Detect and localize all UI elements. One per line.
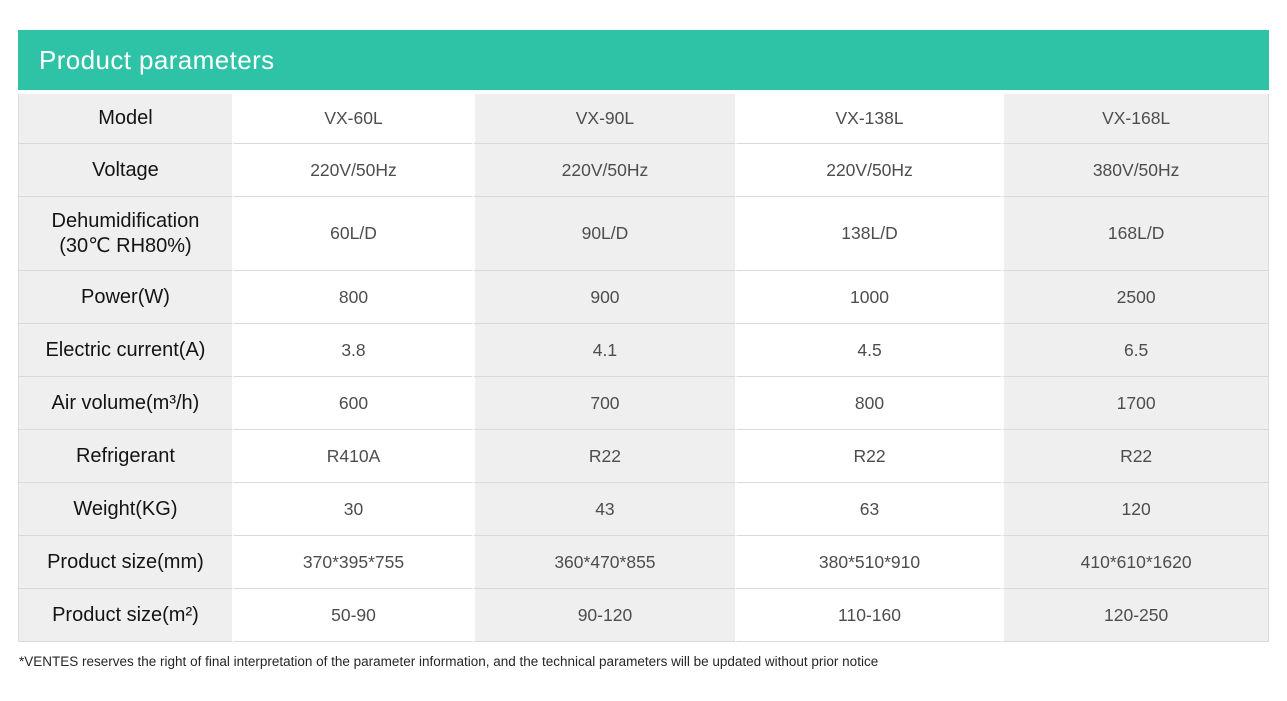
table-cell: 380*510*910 bbox=[734, 536, 1002, 589]
page-title: Product parameters bbox=[39, 44, 275, 75]
table-row-voltage: Voltage 220V/50Hz 220V/50Hz 220V/50Hz 38… bbox=[18, 144, 1269, 197]
table-row-power: Power(W) 800 900 1000 2500 bbox=[18, 271, 1269, 324]
table-cell: R22 bbox=[472, 430, 735, 483]
table-cell: 220V/50Hz bbox=[472, 144, 735, 197]
table-cell: 380V/50Hz bbox=[1001, 144, 1269, 197]
table-cell: 370*395*755 bbox=[231, 536, 473, 589]
table-row-air-volume: Air volume(m³/h) 600 700 800 1700 bbox=[18, 377, 1269, 430]
row-label-model: Model bbox=[18, 94, 232, 144]
table-cell: 900 bbox=[472, 271, 735, 324]
table-row-electric-current: Electric current(A) 3.8 4.1 4.5 6.5 bbox=[18, 324, 1269, 377]
row-label-air-volume: Air volume(m³/h) bbox=[18, 377, 232, 430]
table-cell: 2500 bbox=[1001, 271, 1269, 324]
model-name-vx90l: VX-90L bbox=[472, 94, 735, 144]
table-cell: 90-120 bbox=[472, 589, 735, 642]
table-row-refrigerant: Refrigerant R410A R22 R22 R22 bbox=[18, 430, 1269, 483]
table-cell: 220V/50Hz bbox=[231, 144, 473, 197]
table-row-weight: Weight(KG) 30 43 63 120 bbox=[18, 483, 1269, 536]
row-label-refrigerant: Refrigerant bbox=[18, 430, 232, 483]
row-label-weight: Weight(KG) bbox=[18, 483, 232, 536]
table-cell: 700 bbox=[472, 377, 735, 430]
table-cell: 800 bbox=[231, 271, 473, 324]
parameters-table: Model VX-60L VX-90L VX-138L VX-168L Volt… bbox=[18, 94, 1269, 642]
table-row-dehumidification: Dehumidification (30℃ RH80%) 60L/D 90L/D… bbox=[18, 197, 1269, 271]
model-name-vx168l: VX-168L bbox=[1001, 94, 1269, 144]
table-cell: 4.5 bbox=[734, 324, 1002, 377]
table-cell: 4.1 bbox=[472, 324, 735, 377]
title-bar: Product parameters bbox=[18, 30, 1269, 90]
row-label-power: Power(W) bbox=[18, 271, 232, 324]
table-cell: 3.8 bbox=[231, 324, 473, 377]
table-cell: R22 bbox=[1001, 430, 1269, 483]
model-name-vx138l: VX-138L bbox=[734, 94, 1002, 144]
table-cell: 1000 bbox=[734, 271, 1002, 324]
table-cell: R410A bbox=[231, 430, 473, 483]
table-cell: 600 bbox=[231, 377, 473, 430]
table-cell: 220V/50Hz bbox=[734, 144, 1002, 197]
product-parameters-panel: Product parameters Model VX-60L VX-90L V… bbox=[18, 30, 1269, 669]
table-cell: 110-160 bbox=[734, 589, 1002, 642]
row-label-dehumidification: Dehumidification (30℃ RH80%) bbox=[18, 197, 232, 271]
row-label-voltage: Voltage bbox=[18, 144, 232, 197]
row-label-product-size-m2: Product size(m²) bbox=[18, 589, 232, 642]
table-cell: 43 bbox=[472, 483, 735, 536]
table-cell: 90L/D bbox=[472, 197, 735, 271]
table-cell: 30 bbox=[231, 483, 473, 536]
table-cell: 60L/D bbox=[231, 197, 473, 271]
table-cell: 800 bbox=[734, 377, 1002, 430]
table-cell: 50-90 bbox=[231, 589, 473, 642]
table-cell: R22 bbox=[734, 430, 1002, 483]
model-name-vx60l: VX-60L bbox=[231, 94, 473, 144]
table-row-product-size-mm: Product size(mm) 370*395*755 360*470*855… bbox=[18, 536, 1269, 589]
footnote: *VENTES reserves the right of final inte… bbox=[19, 654, 879, 669]
table-cell: 138L/D bbox=[734, 197, 1002, 271]
table-cell: 120 bbox=[1001, 483, 1269, 536]
table-row-model: Model VX-60L VX-90L VX-138L VX-168L bbox=[18, 94, 1269, 144]
table-cell: 410*610*1620 bbox=[1001, 536, 1269, 589]
row-label-electric-current: Electric current(A) bbox=[18, 324, 232, 377]
row-label-product-size-mm: Product size(mm) bbox=[18, 536, 232, 589]
table-cell: 6.5 bbox=[1001, 324, 1269, 377]
table-cell: 120-250 bbox=[1001, 589, 1269, 642]
table-cell: 168L/D bbox=[1001, 197, 1269, 271]
table-row-product-size-m2: Product size(m²) 50-90 90-120 110-160 12… bbox=[18, 589, 1269, 642]
table-cell: 63 bbox=[734, 483, 1002, 536]
table-cell: 1700 bbox=[1001, 377, 1269, 430]
table-cell: 360*470*855 bbox=[472, 536, 735, 589]
